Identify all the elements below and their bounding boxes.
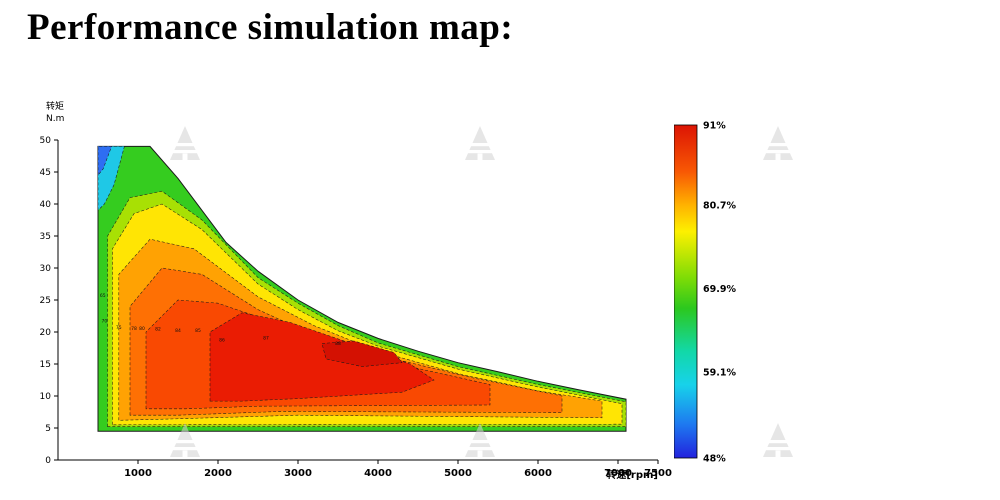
contour-region-blue-low-eff [97,146,112,176]
y-tick-label: 35 [40,232,51,242]
contour-value-label: 75 [116,325,122,331]
contour-value-label: 65 [100,293,106,299]
contour-value-label: 88 [335,341,341,347]
contour-value-label: 80 [139,326,145,332]
contour-value-label: 86 [219,338,225,344]
contour-value-label: 70 [102,318,108,324]
x-tick-label: 2000 [204,468,232,479]
y-tick-label: 40 [40,200,52,210]
x-axis-label: 转速[rpm] [606,468,658,481]
y-tick-label: 45 [40,168,51,178]
chart-area: 1000 2000 3000 4000 5000 6000 7000 7500 0 5 10 15 20… [20,95,680,499]
y-tick-label: 50 [40,136,52,146]
contour-value-label: 82 [155,327,161,333]
colorbar-svg: 91% 80.7% 69.9% 59.1% 48% [673,121,736,465]
y-tick-label: 0 [45,456,51,466]
colorbar-gradient [673,124,698,459]
contour-region-red [209,312,435,402]
x-tick-label: 7000 [604,468,632,479]
colorbar-label: 48% [703,454,726,465]
contour-value-label: 85 [195,328,201,334]
colorbar-label: 69.9% [703,284,736,295]
y-tick-label: 30 [40,264,52,274]
y-tick-label: 5 [45,424,51,434]
contour-value-label: 84 [175,328,181,334]
x-tick-label: 4000 [364,468,392,479]
contour-value-label: 78 [131,326,137,332]
colorbar: 91% 80.7% 69.9% 59.1% 48% [673,121,749,470]
watermark-logo [761,421,795,463]
y-tick-label: 25 [40,296,51,306]
watermark-logo [761,124,795,166]
axes: 1000 2000 3000 4000 5000 6000 7000 7500 0 5 10 15 20… [40,136,672,479]
watermark-triangle-icon [761,126,795,160]
watermark-triangle-icon [761,423,795,457]
colorbar-label: 59.1% [703,368,736,379]
x-tick-label: 1000 [124,468,152,479]
x-tick-label: 3000 [284,468,312,479]
colorbar-label: 80.7% [703,200,736,211]
page-title: Performance simulation map: [27,7,514,48]
y-tick-label: 20 [40,328,52,338]
x-tick-label: 5000 [444,468,472,479]
contour-value-label: 87 [263,336,269,342]
y-axis-label-line1: 转矩 [46,100,64,112]
x-tick-label: 7500 [644,468,672,479]
x-tick-label: 6000 [524,468,552,479]
y-axis-label-line2: N.m [46,114,64,124]
contour-regions [97,145,627,432]
contour-region-red-core [321,340,403,367]
y-tick-label: 10 [40,392,52,402]
contour-labels: 65 70 75 78 80 82 84 85 86 87 88 [100,293,341,347]
efficiency-map: 1000 2000 3000 4000 5000 6000 7000 7500 0 5 10 15 20… [40,100,672,481]
colorbar-label: 91% [703,121,726,132]
y-tick-label: 15 [40,360,51,370]
